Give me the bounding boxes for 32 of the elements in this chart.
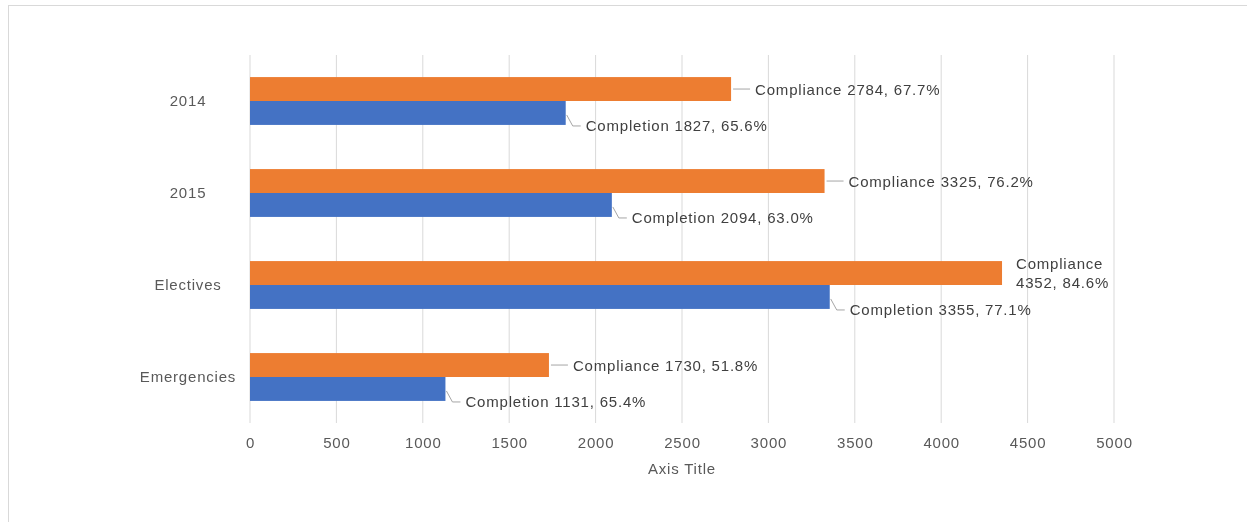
y-tick-label: Electives — [154, 275, 222, 293]
bar — [250, 285, 830, 309]
x-tick-label: 1000 — [405, 433, 442, 451]
x-tick-label: 500 — [323, 433, 351, 451]
x-tick-label: 3500 — [837, 433, 874, 451]
x-tick-label: 3000 — [750, 433, 788, 451]
x-tick-label: 2500 — [664, 433, 701, 451]
data-label: Completion 2094, 63.0% — [631, 209, 814, 227]
x-tick-label: 0 — [245, 433, 256, 451]
x-tick-label: 4500 — [1009, 433, 1047, 451]
bar — [250, 77, 732, 101]
bar — [250, 261, 1003, 285]
x-axis-title: Axis Title — [647, 459, 717, 477]
y-tick-label: 2014 — [169, 91, 207, 109]
bar — [250, 101, 566, 125]
x-tick-label: 5000 — [1096, 433, 1133, 451]
y-tick-label: 2015 — [169, 183, 207, 201]
data-label: Compliance 4352, 84.6% — [1016, 254, 1110, 291]
bar — [250, 377, 446, 401]
data-label: Compliance 1730, 51.8% — [572, 356, 759, 374]
bar — [250, 353, 549, 377]
x-tick-label: 1500 — [491, 433, 528, 451]
bar — [250, 169, 825, 193]
bar — [250, 193, 612, 217]
data-label: Completion 1827, 65.6% — [585, 117, 768, 135]
data-label: Completion 1131, 65.4% — [465, 393, 647, 411]
x-tick-label: 2000 — [577, 433, 615, 451]
data-label: Compliance 2784, 67.7% — [755, 80, 941, 98]
data-label: Completion 3355, 77.1% — [849, 301, 1032, 319]
data-label: Compliance 3325, 76.2% — [848, 172, 1034, 190]
y-tick-label: Emergencies — [139, 367, 237, 385]
x-tick-label: 4000 — [923, 433, 960, 451]
